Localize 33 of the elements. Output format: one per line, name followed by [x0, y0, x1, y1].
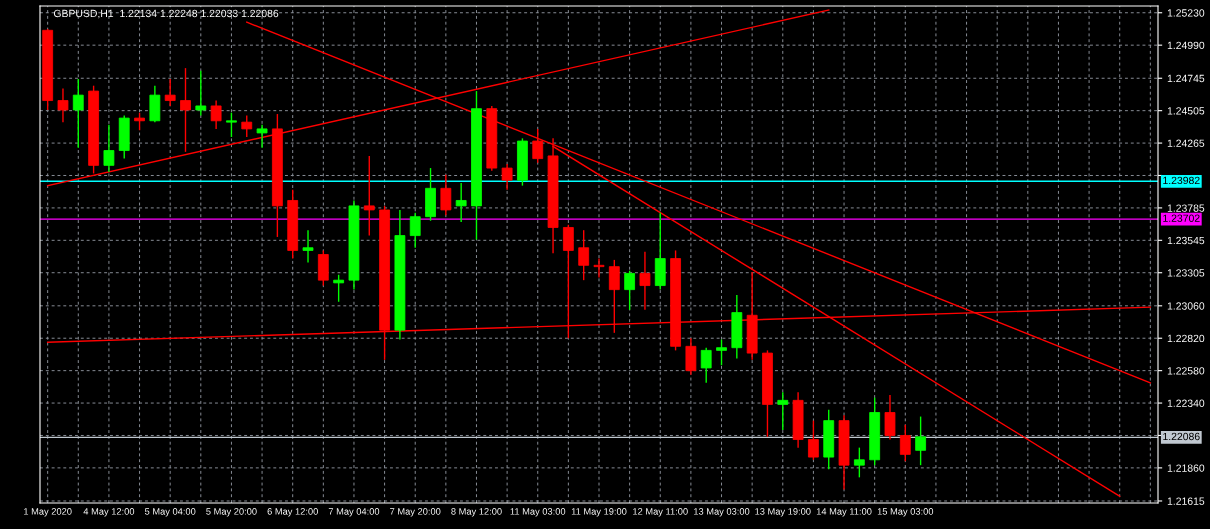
y-tick-label: 1.24265 — [1167, 139, 1205, 147]
y-tick-label: 1.22340 — [1167, 399, 1205, 407]
ref-line-label: 1.23982 — [1163, 176, 1200, 185]
y-tick-label: 1.24745 — [1167, 74, 1205, 83]
y-tick-label: 1.24505 — [1167, 107, 1205, 115]
x-tick-label: 11 May 19:00 — [571, 508, 627, 517]
y-tick-label: 1.22580 — [1167, 367, 1205, 375]
y-tick-label: 1.22820 — [1167, 334, 1205, 343]
x-tick-label: 8 May 12:00 — [451, 508, 502, 517]
x-tick-label: 11 May 03:00 — [510, 508, 566, 517]
x-tick-label: 13 May 03:00 — [694, 508, 750, 517]
x-tick-label: 7 May 20:00 — [390, 508, 441, 517]
x-tick-label: 5 May 04:00 — [144, 508, 196, 517]
x-tick-label: 4 May 12:00 — [83, 508, 135, 517]
y-tick-label: 1.21615 — [1167, 497, 1205, 505]
y-tick-label: 1.24990 — [1167, 41, 1205, 50]
y-tick-label: 1.23060 — [1167, 302, 1205, 310]
ref-line-label: 1.23702 — [1163, 214, 1200, 222]
y-tick-label: 1.23545 — [1167, 236, 1205, 245]
y-tick-label: 1.23305 — [1167, 269, 1205, 277]
y-tick-label: 1.25230 — [1167, 9, 1205, 17]
x-tick-label: 6 May 12:00 — [267, 508, 318, 517]
x-tick-label: 12 May 11:00 — [633, 508, 688, 517]
x-tick-label: 14 May 11:00 — [816, 508, 872, 517]
ref-line-label: 1.22086 — [1163, 432, 1200, 441]
y-tick-label: 1.23785 — [1167, 204, 1205, 212]
x-tick-label: 1 May 2020 — [24, 508, 72, 517]
x-tick-label: 5 May 20:00 — [206, 508, 257, 517]
chart-title: GBPUSD,H1 1.22134 1.22248 1.22033 1.22086 — [53, 9, 279, 19]
x-tick-label: 13 May 19:00 — [755, 508, 811, 517]
y-tick-label: 1.21860 — [1167, 464, 1205, 472]
x-tick-label: 15 May 03:00 — [877, 508, 934, 517]
x-tick-label: 7 May 04:00 — [328, 508, 380, 517]
